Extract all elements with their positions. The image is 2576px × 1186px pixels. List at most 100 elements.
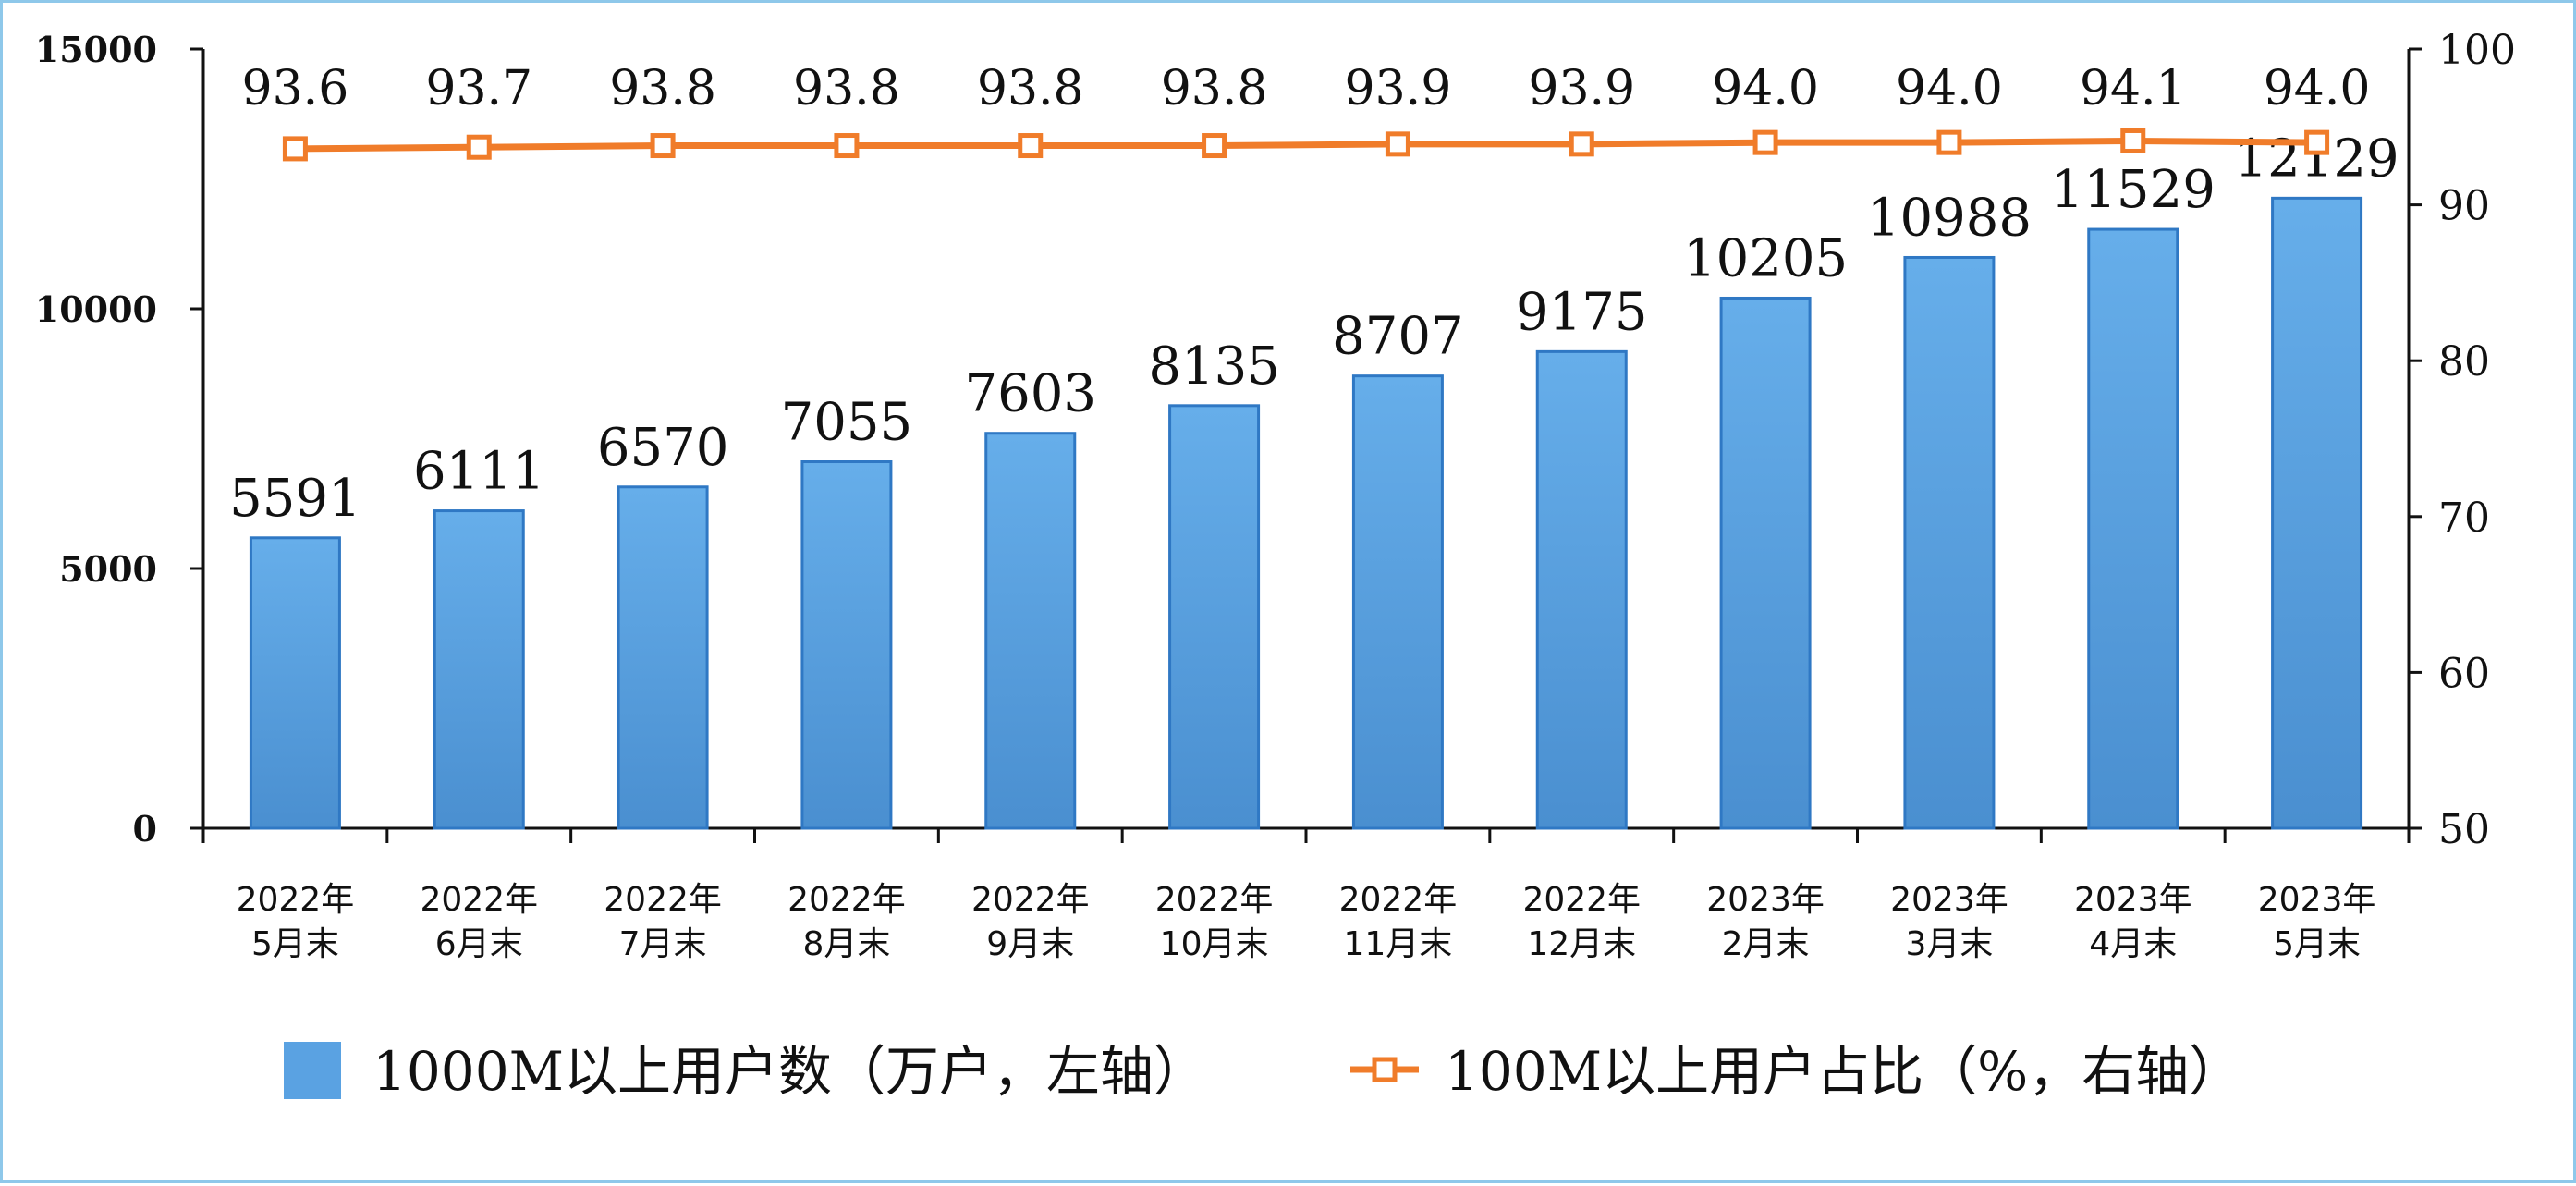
line-marker bbox=[1752, 129, 1778, 155]
line-data-label: 93.9 bbox=[1345, 61, 1452, 116]
line-marker bbox=[1936, 129, 1962, 155]
legend-line-label: 100M以上用户占比（%，右轴） bbox=[1445, 1040, 2242, 1103]
category-label-month: 7月末 bbox=[619, 925, 707, 963]
bar bbox=[249, 536, 341, 830]
category-label-month: 5月末 bbox=[251, 925, 339, 963]
line-marker bbox=[1385, 131, 1410, 157]
bar-data-label: 6111 bbox=[413, 442, 545, 502]
line-data-label: 94.0 bbox=[1896, 61, 2003, 116]
category-label: 2022年 6月末 bbox=[420, 881, 538, 963]
category-label: 2023年 5月末 bbox=[2258, 881, 2376, 963]
line-marker bbox=[466, 134, 492, 160]
category-label-year: 2022年 bbox=[787, 881, 906, 919]
legend: 1000M以上用户数（万户，左轴） 100M以上用户占比（%，右轴） bbox=[284, 1040, 2242, 1103]
category-label-month: 9月末 bbox=[986, 925, 1074, 963]
right-axis-tick-label: 70 bbox=[2438, 495, 2490, 542]
line-data-label: 93.8 bbox=[977, 61, 1084, 116]
category-label-year: 2022年 bbox=[971, 881, 1090, 919]
bar-data-label: 8135 bbox=[1148, 336, 1280, 397]
line-data-label: 93.8 bbox=[1161, 61, 1268, 116]
bar bbox=[1351, 374, 1444, 830]
category-label: 2022年 9月末 bbox=[971, 881, 1090, 963]
line-data-label: 93.9 bbox=[1528, 61, 1635, 116]
legend-line-marker bbox=[1372, 1057, 1398, 1082]
category-label-month: 2月末 bbox=[1722, 925, 1810, 963]
left-axis-tick-label: 15000 bbox=[35, 29, 157, 70]
category-label: 2023年 2月末 bbox=[1706, 881, 1825, 963]
category-label: 2022年 11月末 bbox=[1339, 881, 1458, 963]
category-label: 2022年 8月末 bbox=[787, 881, 906, 963]
line-marker bbox=[1569, 131, 1594, 157]
category-label-year: 2022年 bbox=[1339, 881, 1458, 919]
category-label-month: 12月末 bbox=[1527, 925, 1636, 963]
line-marker bbox=[834, 133, 860, 159]
category-label-month: 10月末 bbox=[1160, 925, 1269, 963]
line-marker bbox=[282, 136, 308, 162]
category-label-year: 2022年 bbox=[604, 881, 722, 919]
category-label-month: 11月末 bbox=[1344, 925, 1453, 963]
bar-data-label: 10205 bbox=[1683, 228, 1848, 288]
category-label: 2022年 12月末 bbox=[1522, 881, 1641, 963]
category-label: 2022年 5月末 bbox=[237, 881, 355, 963]
bar-data-labels: 5591 6111 6570 7055 7603 8135 8707 9175 10205 109… bbox=[229, 128, 2399, 528]
left-axis-tick-label: 10000 bbox=[35, 288, 157, 330]
legend-bar-label: 1000M以上用户数（万户，左轴） bbox=[372, 1040, 1207, 1103]
combo-chart: 0 5000 10000 15000 50 60 70 80 90 100 5591 6111 657… bbox=[35, 27, 2516, 1103]
bar bbox=[2271, 196, 2363, 830]
category-labels: 2022年 5月末 2022年 6月末 2022年 7月末 2022年 8月末 2022年 9月末… bbox=[237, 881, 2376, 963]
line-path bbox=[295, 137, 2317, 153]
category-label-year: 2023年 bbox=[1706, 881, 1825, 919]
category-label-year: 2023年 bbox=[2074, 881, 2192, 919]
bar bbox=[1168, 404, 1261, 830]
bar bbox=[1903, 255, 1996, 830]
line-marker bbox=[2304, 129, 2330, 155]
bar-data-label: 7055 bbox=[781, 393, 913, 453]
category-label-year: 2023年 bbox=[2258, 881, 2376, 919]
category-label-year: 2022年 bbox=[1522, 881, 1641, 919]
right-axis-tick-label: 80 bbox=[2438, 338, 2490, 385]
right-axis-tick-label: 60 bbox=[2438, 650, 2490, 697]
line-data-label: 94.1 bbox=[2080, 61, 2187, 116]
line-data-labels: 93.6 93.7 93.8 93.8 93.8 93.8 93.9 93.9 94.0 94.0… bbox=[242, 61, 2371, 116]
category-label-year: 2022年 bbox=[420, 881, 538, 919]
category-label: 2023年 3月末 bbox=[1890, 881, 2008, 963]
category-label-month: 3月末 bbox=[1905, 925, 1993, 963]
category-label-month: 5月末 bbox=[2273, 925, 2361, 963]
category-label-year: 2022年 bbox=[1155, 881, 1274, 919]
category-label: 2022年 10月末 bbox=[1155, 881, 1274, 963]
line-marker bbox=[1202, 133, 1227, 159]
category-label-month: 6月末 bbox=[435, 925, 523, 963]
bar-data-label: 7603 bbox=[964, 364, 1096, 424]
line-marker bbox=[2120, 128, 2146, 153]
line-data-label: 93.8 bbox=[793, 61, 900, 116]
left-axis-tick-label: 5000 bbox=[59, 548, 157, 590]
category-label: 2022年 7月末 bbox=[604, 881, 722, 963]
bar bbox=[984, 432, 1077, 830]
line-data-label: 93.6 bbox=[242, 61, 349, 116]
category-label: 2023年 4月末 bbox=[2074, 881, 2192, 963]
category-label-month: 8月末 bbox=[802, 925, 890, 963]
bar-data-label: 5591 bbox=[229, 469, 361, 529]
bar-data-label: 8707 bbox=[1332, 307, 1464, 367]
bar bbox=[800, 460, 893, 830]
bar bbox=[2087, 227, 2179, 830]
line-data-label: 93.8 bbox=[609, 61, 716, 116]
line-marker bbox=[1018, 133, 1044, 159]
bar-series bbox=[249, 196, 2363, 830]
category-label-year: 2022年 bbox=[237, 881, 355, 919]
right-axis-tick-label: 90 bbox=[2438, 183, 2490, 230]
bar bbox=[617, 485, 709, 830]
bar bbox=[1535, 349, 1628, 830]
bar-data-label: 9175 bbox=[1516, 282, 1648, 342]
line-data-label: 94.0 bbox=[2264, 61, 2371, 116]
line-series bbox=[282, 128, 2330, 162]
legend-bar-swatch bbox=[284, 1042, 341, 1099]
bar-data-label: 11529 bbox=[2051, 160, 2216, 220]
line-data-label: 93.7 bbox=[425, 61, 532, 116]
right-axis-tick-label: 100 bbox=[2438, 27, 2516, 74]
bar-data-label: 10988 bbox=[1867, 188, 2032, 248]
category-label-month: 4月末 bbox=[2089, 925, 2177, 963]
bar bbox=[1719, 296, 1812, 830]
line-marker bbox=[650, 133, 676, 159]
